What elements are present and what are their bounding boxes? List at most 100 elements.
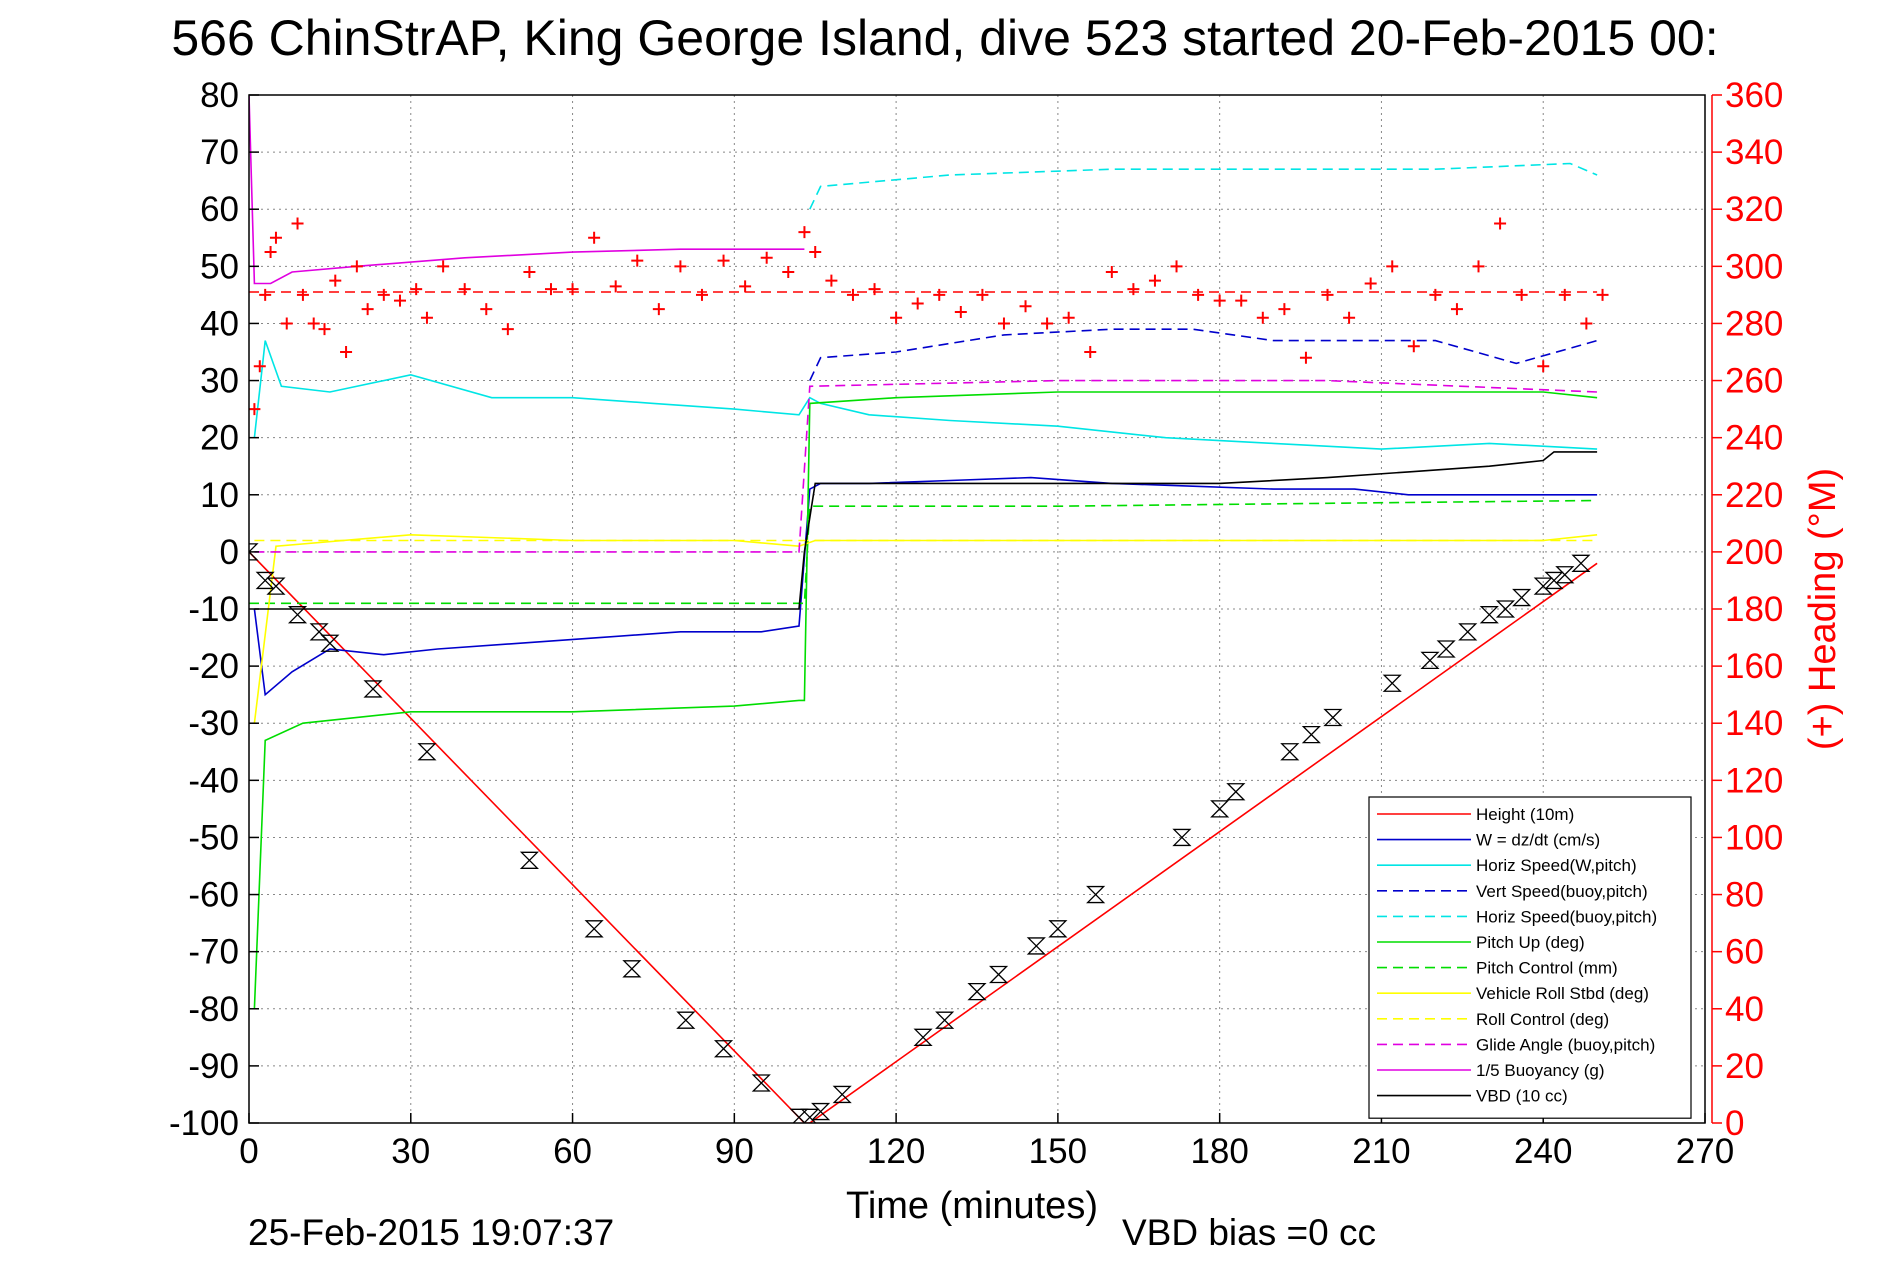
heading-marker <box>609 280 622 293</box>
heading-marker <box>410 283 423 296</box>
heading-marker <box>1235 294 1248 307</box>
y2-tick-label: 240 <box>1725 419 1783 458</box>
x-tick-layer: 0 30 60 90 120 150 180 210 240 270 <box>239 1113 1734 1171</box>
y2-tick-label: 60 <box>1725 933 1764 972</box>
x-tick-label: 270 <box>1676 1132 1734 1171</box>
height-marker <box>1555 566 1575 584</box>
y2-tick-label: 0 <box>1725 1104 1744 1143</box>
heading-marker <box>1343 311 1356 324</box>
legend-box <box>1368 796 1692 1119</box>
height-marker <box>584 920 604 938</box>
heading-marker <box>1537 360 1550 373</box>
heading-marker <box>437 260 450 273</box>
heading-marker <box>544 283 557 296</box>
heading-marker <box>280 317 293 330</box>
x-axis-label: Time (minutes) <box>846 1185 1098 1227</box>
height-marker <box>989 965 1009 984</box>
heading-marker <box>253 360 266 373</box>
y2-tick-label: 340 <box>1725 133 1783 172</box>
y2-tick-label: 180 <box>1725 590 1783 629</box>
heading-marker <box>480 303 493 316</box>
heading-marker <box>1407 340 1420 353</box>
heading-marker <box>501 323 514 336</box>
heading-marker <box>350 260 363 273</box>
height-marker <box>1301 725 1321 744</box>
y2-axis-label: (+) Heading (°M) <box>1802 468 1844 750</box>
heading-marker <box>1256 311 1269 324</box>
height-marker <box>1210 800 1230 818</box>
x-tick-label: 210 <box>1352 1132 1410 1171</box>
heading-marker <box>997 317 1010 330</box>
heading-marker <box>1450 303 1463 316</box>
heading-marker <box>739 280 752 293</box>
x-tick-label: 30 <box>391 1132 430 1171</box>
heading-marker <box>458 283 471 296</box>
y-tick-label: -10 <box>188 590 239 629</box>
y-tick-label: -80 <box>188 990 239 1029</box>
series-line-horiz-speed-w-pitch <box>253 340 1598 450</box>
height-marker <box>676 1011 696 1029</box>
height-marker <box>519 851 539 869</box>
heading-marker <box>1084 346 1097 358</box>
heading-marker <box>1148 274 1161 287</box>
heading-marker <box>976 288 989 301</box>
heading-marker <box>695 288 708 301</box>
height-marker <box>935 1011 955 1029</box>
heading-marker <box>264 246 277 259</box>
y-tick-label: -100 <box>169 1104 239 1143</box>
heading-marker <box>318 323 331 336</box>
height-marker <box>320 634 340 652</box>
y2-tick-layer: 3603403203002802602402202001801601401201… <box>1712 76 1783 1143</box>
x-tick-label: 60 <box>553 1132 592 1171</box>
heading-marker <box>954 306 967 319</box>
footer-timestamp: 25-Feb-2015 19:07:37 <box>248 1212 614 1253</box>
y2-tick-label: 120 <box>1725 761 1783 800</box>
heading-marker <box>1019 300 1032 313</box>
y-tick-label: 50 <box>200 247 239 286</box>
height-marker <box>713 1040 734 1058</box>
y-tick-label: -50 <box>188 818 239 857</box>
height-marker <box>622 960 642 978</box>
height-marker <box>1479 606 1499 624</box>
y2-tick-label: 300 <box>1725 247 1783 286</box>
heading-marker <box>1062 311 1075 324</box>
heading-marker <box>868 283 881 296</box>
heading-marker <box>798 226 811 239</box>
heading-marker <box>566 283 579 296</box>
y-tick-label: -40 <box>188 761 239 800</box>
heading-marker <box>825 274 838 287</box>
height-marker <box>1086 885 1106 904</box>
y2-tick-label: 80 <box>1725 876 1764 915</box>
heading-marker <box>340 346 353 358</box>
heading-marker <box>933 288 946 301</box>
x-tick-label: 180 <box>1190 1132 1248 1171</box>
heading-marker <box>1105 266 1118 279</box>
y-tick-label: 70 <box>200 133 239 172</box>
legend-label: Pitch Up (deg) <box>1476 933 1585 952</box>
marker-layer <box>249 217 1609 1123</box>
y-tick-label: 20 <box>200 419 239 458</box>
heading-marker <box>307 317 320 330</box>
chart-title: 566 ChinStrAP, King George Island, dive … <box>171 10 1718 66</box>
legend-label: Pitch Control (mm) <box>1476 959 1618 978</box>
y-tick-label: 0 <box>220 533 239 572</box>
height-marker <box>1280 743 1300 761</box>
legend: Height (10m) W = dz/dt (cm/s) Horiz Speed(… <box>1368 796 1692 1119</box>
legend-label: Vehicle Roll Stbd (deg) <box>1476 984 1649 1003</box>
legend-label: W = dz/dt (cm/s) <box>1476 831 1600 850</box>
height-marker <box>1323 708 1343 727</box>
heading-marker <box>809 246 822 259</box>
x-tick-label: 90 <box>715 1132 754 1171</box>
height-marker <box>1026 937 1046 955</box>
legend-label: Horiz Speed(W,pitch) <box>1476 856 1637 875</box>
heading-marker <box>1386 260 1399 273</box>
height-marker <box>913 1028 933 1046</box>
height-marker <box>1172 828 1192 847</box>
height-marker <box>967 982 987 1001</box>
heading-marker <box>890 311 903 324</box>
height-marker <box>832 1085 852 1104</box>
heading-marker <box>782 266 795 279</box>
height-marker <box>1382 674 1402 692</box>
legend-label: Glide Angle (buoy,pitch) <box>1476 1035 1655 1054</box>
